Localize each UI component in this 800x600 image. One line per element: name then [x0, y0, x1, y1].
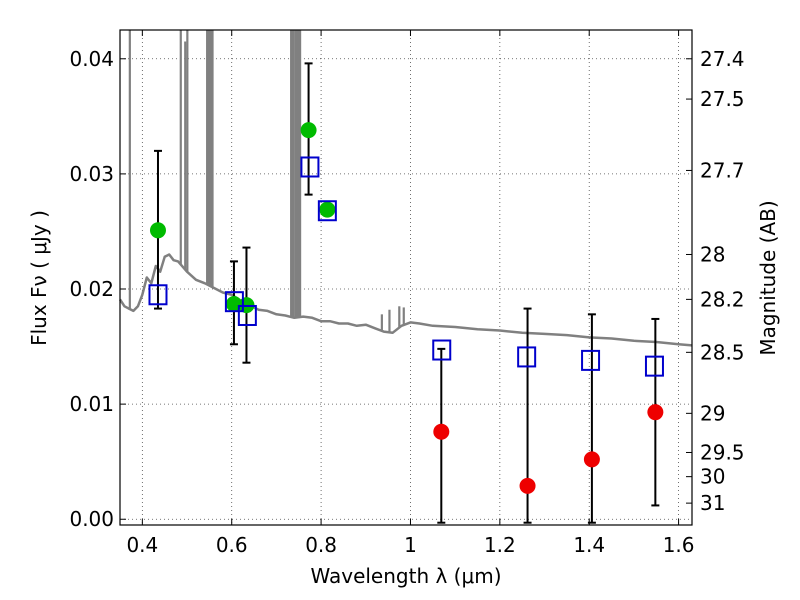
model-photometry-square: [644, 355, 664, 377]
sed-line-layer: [118, 30, 693, 347]
model-photometry-square: [581, 349, 601, 371]
x-tick-label: 0.4: [126, 533, 158, 557]
data-point: [300, 122, 317, 139]
mag-tick-label: 28: [700, 242, 725, 266]
mag-tick-label: 28.5: [700, 340, 745, 364]
model-photometry-square: [148, 284, 168, 306]
x-tick-label: 1.6: [663, 533, 695, 557]
x-tick-label: 1: [404, 533, 417, 557]
y-axis-title: Flux Fν ( μJy ): [27, 210, 51, 346]
grid-layer: [120, 30, 692, 525]
y-tick-label: 0.04: [69, 47, 114, 71]
x-axis-title: Wavelength λ (μm): [310, 564, 501, 588]
y-tick-label: 0.01: [69, 392, 114, 416]
y-tick-label: 0.03: [69, 162, 114, 186]
model-photometry-square: [317, 200, 337, 222]
model-photometry-square: [432, 339, 452, 361]
mag-tick-label: 27.5: [700, 87, 745, 111]
data-point: [433, 423, 450, 440]
y-tick-label: 0.02: [69, 277, 114, 301]
mag-tick-label: 28.2: [700, 287, 745, 311]
x-tick-label: 0.8: [305, 533, 337, 557]
mag-tick-label: 30: [700, 465, 725, 489]
model-photometry-square: [224, 291, 244, 313]
data-point: [647, 404, 664, 421]
mag-tick-label: 27.4: [700, 47, 745, 71]
model-photometry-square: [237, 304, 257, 326]
data-point: [519, 477, 536, 494]
model-photometry-square: [300, 156, 320, 178]
y-tick-label: 0.00: [69, 507, 114, 531]
x-tick-label: 0.6: [216, 533, 248, 557]
x-tick-label: 1.2: [484, 533, 516, 557]
plot-frame: [119, 29, 693, 526]
sed-curve: [118, 253, 693, 347]
data-point: [319, 201, 336, 218]
marker-layer: [148, 122, 664, 494]
data-point: [149, 222, 166, 239]
model-photometry-square: [517, 346, 537, 368]
data-point: [583, 451, 600, 468]
x-tick-label: 1.4: [573, 533, 605, 557]
y-right-axis-title: Magnitude (AB): [756, 200, 780, 355]
tick-layer: 0.4 0.6 0.8 1 1.2 1.4 1.6 0.00 0.01 0.02 0.03 0.04 2…: [69, 30, 745, 557]
mag-tick-label: 31: [700, 491, 725, 515]
mag-tick-label: 27.7: [700, 158, 745, 182]
mag-tick-label: 29.5: [700, 440, 745, 464]
mag-tick-label: 29: [700, 401, 725, 425]
